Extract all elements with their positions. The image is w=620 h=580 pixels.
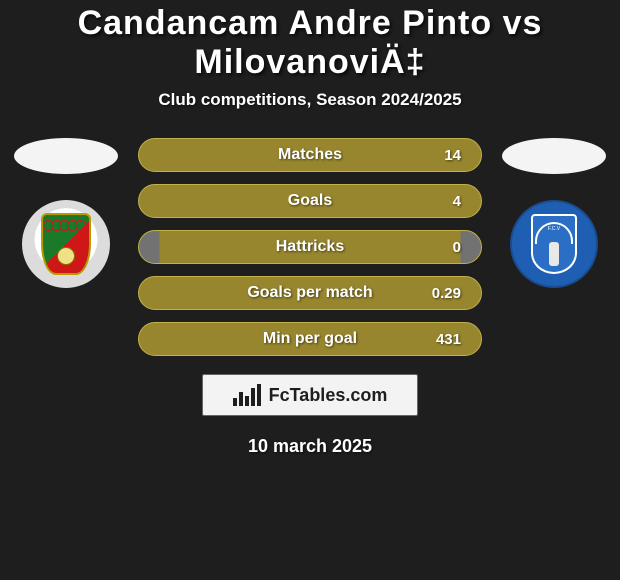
bar-chart-icon xyxy=(233,384,261,406)
stat-value-right: 0 xyxy=(453,239,461,256)
stat-row: Goals per match0.29 xyxy=(138,276,482,310)
club-badge-left xyxy=(22,200,110,288)
stat-row: Min per goal431 xyxy=(138,322,482,356)
page-title: Candancam Andre Pinto vs MilovanoviÄ‡ xyxy=(0,0,620,90)
stat-row: Matches14 xyxy=(138,138,482,172)
player-left-avatar xyxy=(14,138,118,174)
stat-row: Hattricks0 xyxy=(138,230,482,264)
stats-list: Matches14 Goals4 Hattricks0 Goals per match… xyxy=(138,138,482,356)
stat-row: Goals4 xyxy=(138,184,482,218)
stat-label: Min per goal xyxy=(161,330,459,348)
player-right-avatar xyxy=(502,138,606,174)
ball-icon xyxy=(57,247,75,265)
comparison-date: 10 march 2025 xyxy=(0,436,620,457)
olympic-rings-icon xyxy=(46,220,86,231)
figure-icon xyxy=(549,242,559,266)
stat-value-right: 4 xyxy=(453,193,461,210)
stat-label: Hattricks xyxy=(161,238,459,256)
comparison-card: Candancam Andre Pinto vs MilovanoviÄ‡ Cl… xyxy=(0,0,620,457)
stat-label: Goals xyxy=(161,192,459,210)
site-badge[interactable]: FcTables.com xyxy=(202,374,418,416)
arch-icon: F.C.V xyxy=(535,222,573,244)
stat-label: Goals per match xyxy=(161,284,459,302)
player-right-column: F.C.V xyxy=(502,138,606,288)
club-b-crest-icon: F.C.V xyxy=(531,214,577,274)
stat-value-right: 0.29 xyxy=(432,285,461,302)
player-left-column xyxy=(14,138,118,288)
site-label: FcTables.com xyxy=(269,385,388,406)
comparison-layout: Matches14 Goals4 Hattricks0 Goals per match… xyxy=(0,138,620,356)
club-badge-right: F.C.V xyxy=(510,200,598,288)
stat-value-right: 14 xyxy=(444,147,461,164)
stat-label: Matches xyxy=(161,146,459,164)
subtitle: Club competitions, Season 2024/2025 xyxy=(0,90,620,110)
club-a-crest-icon xyxy=(41,213,91,275)
stat-value-right: 431 xyxy=(436,331,461,348)
